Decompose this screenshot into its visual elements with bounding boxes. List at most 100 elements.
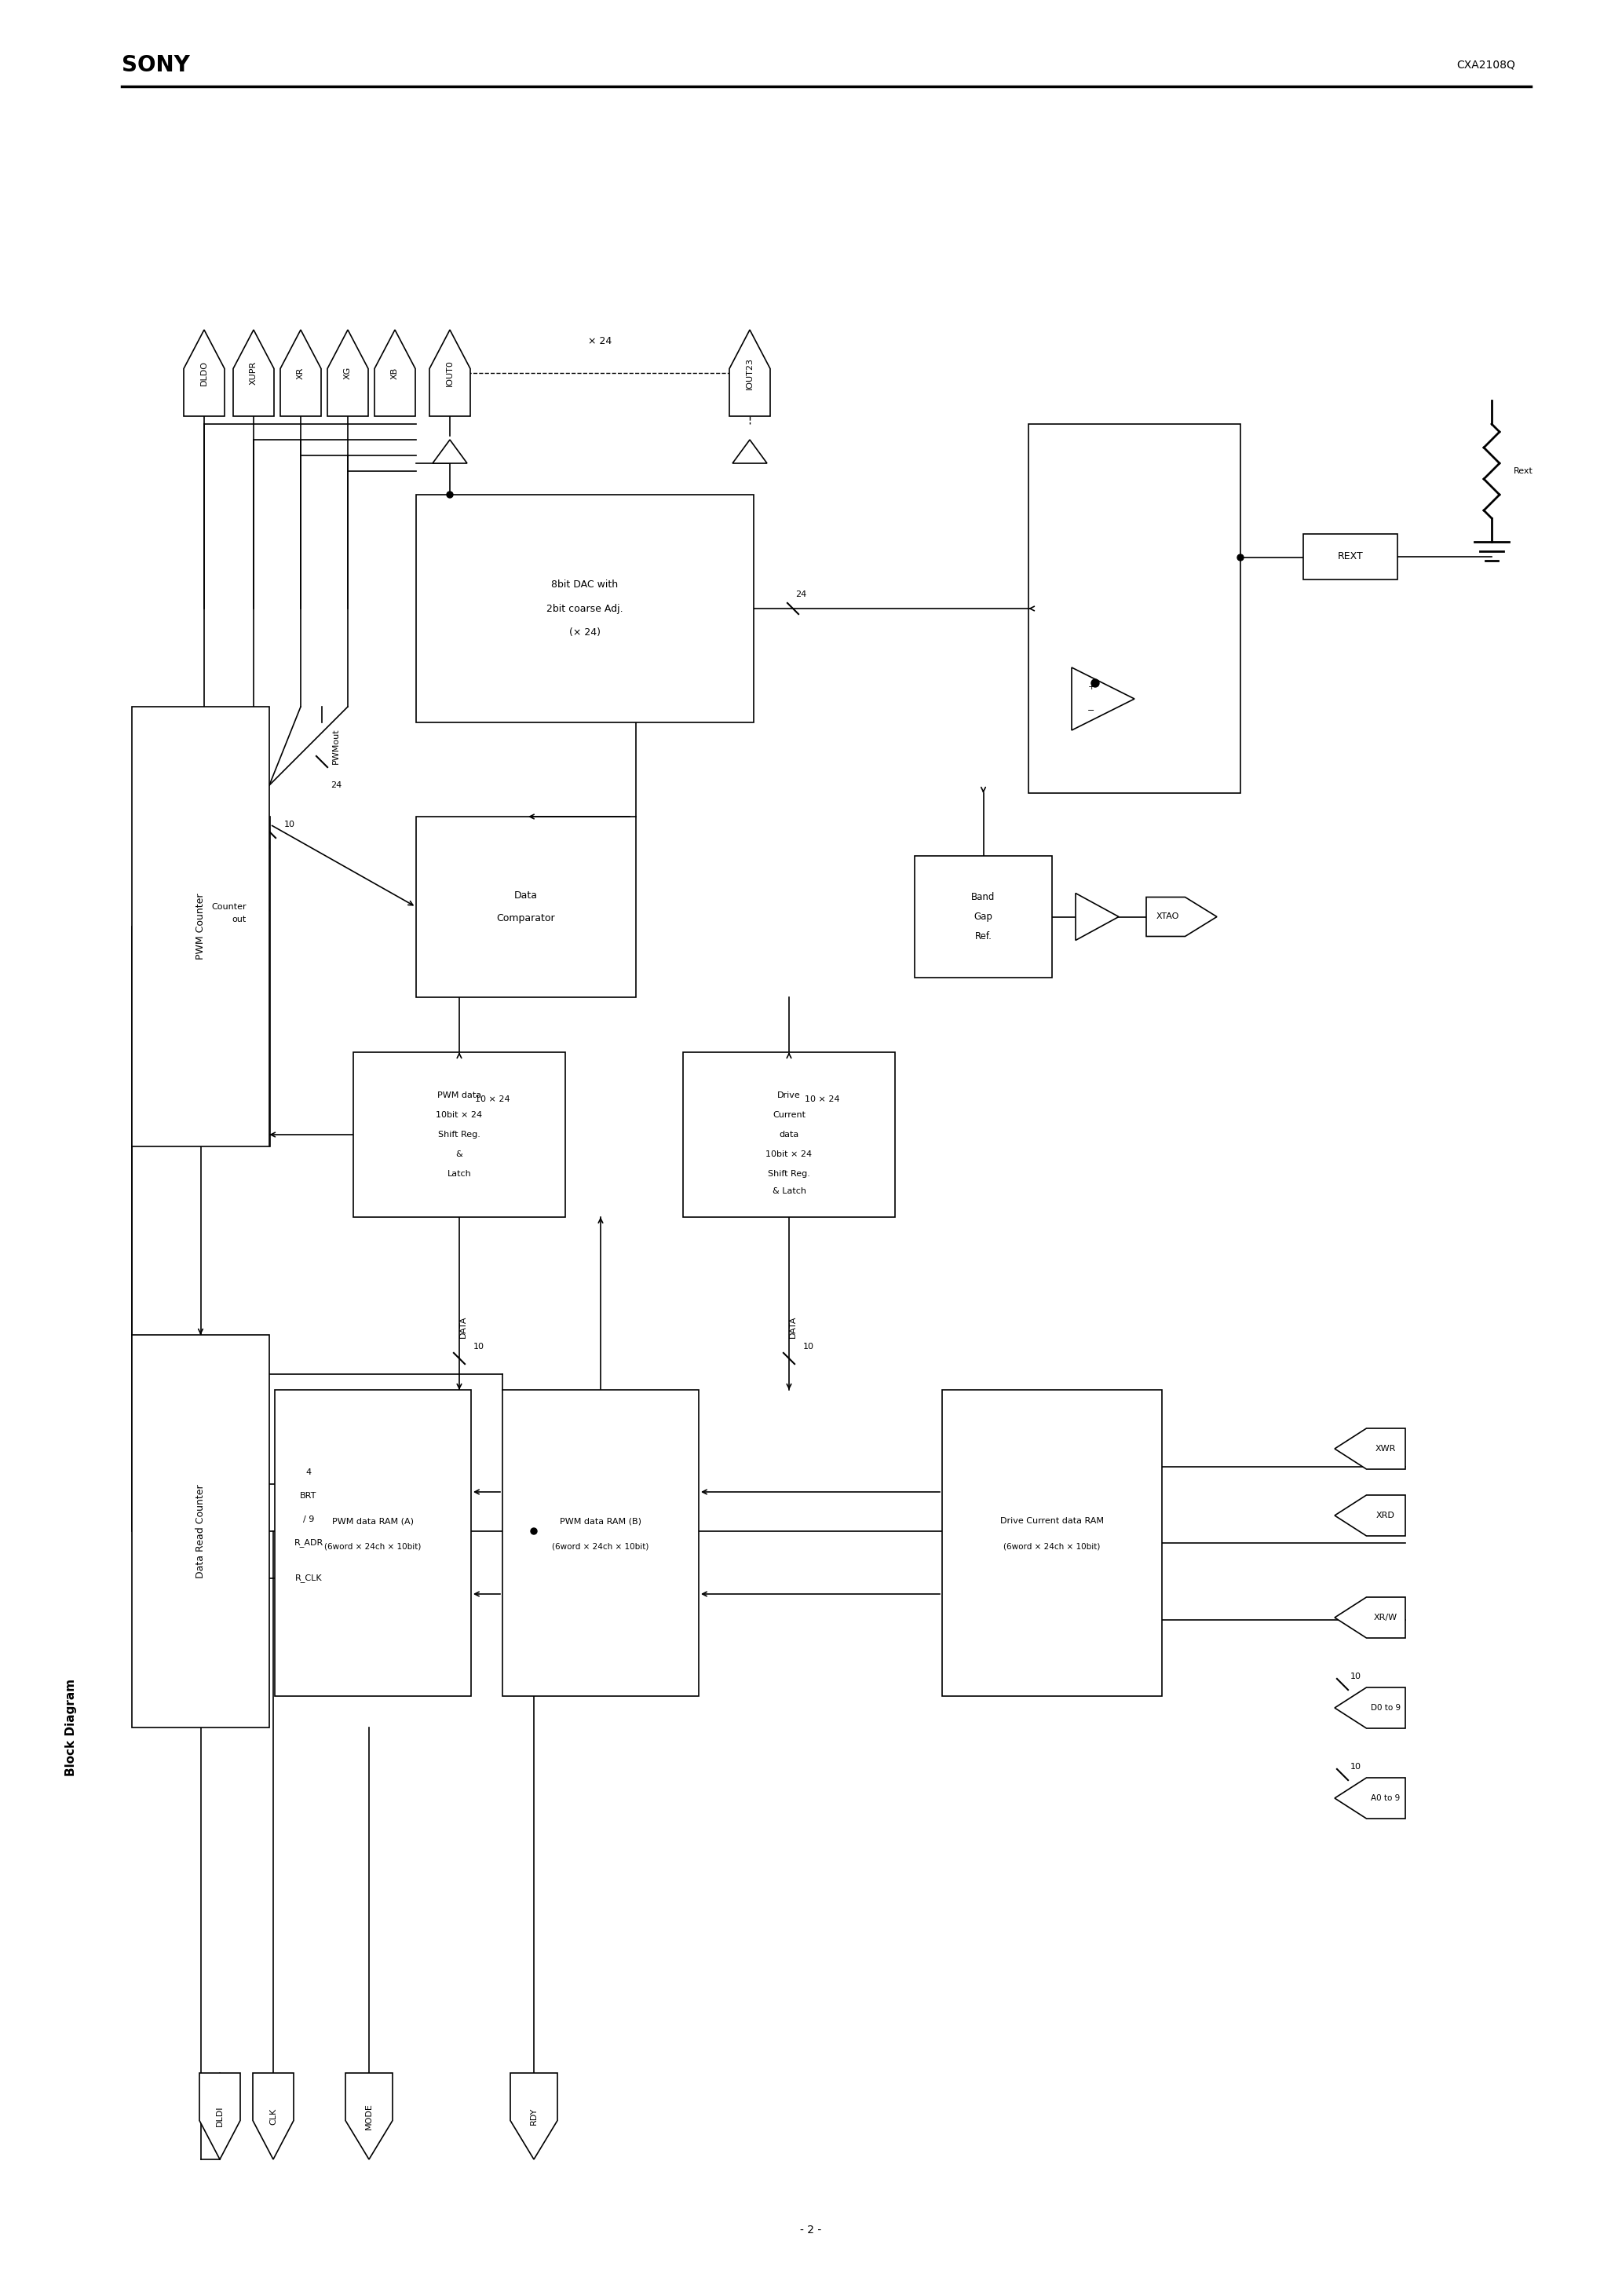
Polygon shape	[511, 2073, 558, 2158]
Text: PWM data RAM (B): PWM data RAM (B)	[560, 1518, 641, 1525]
Polygon shape	[730, 331, 770, 416]
Text: 8bit DAC with: 8bit DAC with	[551, 581, 618, 590]
Text: PWM Counter: PWM Counter	[196, 893, 206, 960]
Polygon shape	[733, 441, 767, 464]
Text: PWM data: PWM data	[438, 1091, 482, 1100]
Text: Ref.: Ref.	[975, 932, 993, 941]
Circle shape	[1238, 553, 1244, 560]
Text: RDY: RDY	[530, 2108, 539, 2126]
Text: (6word × 24ch × 10bit): (6word × 24ch × 10bit)	[1004, 1543, 1100, 1550]
Text: 10bit × 24: 10bit × 24	[436, 1111, 482, 1118]
Text: XB: XB	[391, 367, 399, 379]
Text: CXA2108Q: CXA2108Q	[1457, 60, 1515, 71]
Text: +: +	[1088, 684, 1095, 691]
Text: DLDO: DLDO	[200, 360, 208, 386]
Text: XRD: XRD	[1375, 1511, 1395, 1520]
Polygon shape	[1075, 893, 1119, 941]
Polygon shape	[345, 2073, 393, 2158]
Polygon shape	[281, 331, 321, 416]
Text: BRT: BRT	[300, 1492, 316, 1499]
Text: 24: 24	[795, 590, 806, 599]
Text: DATA: DATA	[788, 1316, 796, 1339]
Text: Data Read Counter: Data Read Counter	[196, 1483, 206, 1577]
Text: data: data	[779, 1130, 800, 1139]
Text: 10: 10	[803, 1343, 814, 1350]
Text: XG: XG	[344, 367, 352, 379]
Text: SONY: SONY	[122, 55, 190, 76]
Text: 24: 24	[331, 781, 342, 790]
Text: 10: 10	[474, 1343, 485, 1350]
Text: Data: Data	[514, 891, 539, 900]
Polygon shape	[1335, 1495, 1405, 1536]
Bar	[131, 1334, 269, 1727]
Text: 10bit × 24: 10bit × 24	[766, 1150, 813, 1157]
Circle shape	[1092, 680, 1100, 687]
Text: Counter: Counter	[211, 902, 247, 912]
Text: Shift Reg.: Shift Reg.	[438, 1130, 480, 1139]
Text: 2bit coarse Adj.: 2bit coarse Adj.	[547, 604, 623, 613]
Text: Latch: Latch	[448, 1171, 472, 1178]
Polygon shape	[328, 331, 368, 416]
Bar	[131, 707, 269, 1146]
Text: 10: 10	[1351, 1671, 1361, 1681]
Polygon shape	[1335, 1428, 1405, 1469]
Circle shape	[446, 491, 453, 498]
Text: REXT: REXT	[1338, 551, 1362, 563]
Text: (6word × 24ch × 10bit): (6word × 24ch × 10bit)	[551, 1543, 649, 1550]
Text: XTAO: XTAO	[1156, 914, 1179, 921]
Text: × 24: × 24	[587, 338, 611, 347]
Text: PWM data RAM (A): PWM data RAM (A)	[333, 1518, 414, 1525]
Text: Rext: Rext	[1513, 466, 1533, 475]
Bar	[915, 856, 1053, 978]
Polygon shape	[183, 331, 224, 416]
Text: 10 × 24: 10 × 24	[805, 1095, 840, 1104]
Text: - 2 -: - 2 -	[800, 2225, 822, 2236]
Polygon shape	[253, 2073, 294, 2158]
Text: / 9: / 9	[303, 1515, 315, 1522]
Text: 10: 10	[1351, 1763, 1361, 1770]
Bar	[354, 1052, 564, 1217]
Text: IOUT23: IOUT23	[746, 356, 754, 388]
Polygon shape	[1147, 898, 1216, 937]
Text: CLK: CLK	[269, 2108, 277, 2124]
Text: R_CLK: R_CLK	[295, 1575, 323, 1582]
Text: Band: Band	[972, 893, 996, 902]
Bar	[942, 1389, 1161, 1697]
Text: Shift Reg.: Shift Reg.	[767, 1171, 809, 1178]
Bar	[417, 494, 754, 723]
Text: XWR: XWR	[1375, 1444, 1397, 1453]
Bar	[274, 1389, 470, 1697]
Text: & Latch: & Latch	[772, 1187, 806, 1196]
Text: 4: 4	[305, 1469, 311, 1476]
Bar	[503, 1389, 699, 1697]
Text: Block Diagram: Block Diagram	[65, 1678, 76, 1777]
Text: Gap: Gap	[973, 912, 993, 923]
Polygon shape	[1335, 1688, 1405, 1729]
Bar	[1302, 535, 1398, 579]
Text: DLDI: DLDI	[216, 2105, 224, 2126]
Polygon shape	[1335, 1598, 1405, 1637]
Polygon shape	[1072, 668, 1134, 730]
Text: &: &	[456, 1150, 462, 1157]
Text: Comparator: Comparator	[496, 914, 555, 923]
Text: (× 24): (× 24)	[569, 627, 600, 638]
Text: R_ADR: R_ADR	[294, 1538, 323, 1548]
Polygon shape	[1335, 1777, 1405, 1818]
Text: D0 to 9: D0 to 9	[1371, 1704, 1400, 1713]
Text: DATA: DATA	[459, 1316, 467, 1339]
Text: 10 × 24: 10 × 24	[475, 1095, 509, 1104]
Bar	[683, 1052, 895, 1217]
Text: PWMout: PWMout	[333, 728, 341, 765]
Polygon shape	[430, 331, 470, 416]
Text: 10: 10	[284, 820, 295, 829]
Polygon shape	[375, 331, 415, 416]
Text: out: out	[232, 916, 247, 923]
Polygon shape	[200, 2073, 240, 2158]
Text: A0 to 9: A0 to 9	[1371, 1793, 1400, 1802]
Text: MODE: MODE	[365, 2103, 373, 2128]
Text: IOUT0: IOUT0	[446, 360, 454, 386]
Text: Drive: Drive	[777, 1091, 801, 1100]
Text: XR/W: XR/W	[1374, 1614, 1398, 1621]
Text: −: −	[1088, 707, 1095, 714]
Text: Drive Current data RAM: Drive Current data RAM	[1001, 1518, 1105, 1525]
